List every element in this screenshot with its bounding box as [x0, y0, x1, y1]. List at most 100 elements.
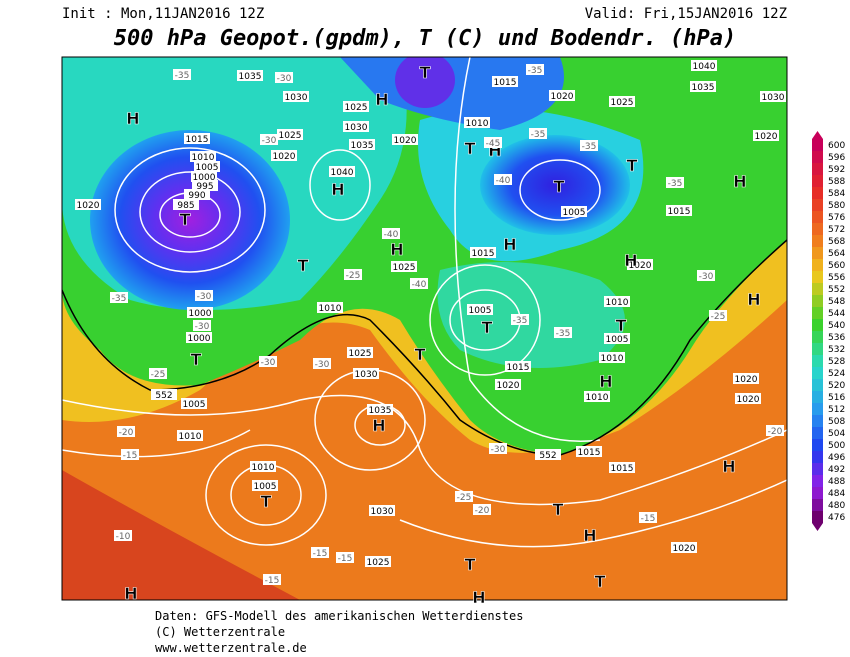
pressure-label: 1005: [196, 163, 219, 173]
colorbar-label: 560: [828, 261, 845, 271]
label-bg: [464, 117, 490, 128]
label-bg: [489, 443, 507, 454]
temperature-label: -40: [384, 230, 399, 240]
pressure-center: T: [420, 63, 431, 82]
temperature-label: -35: [556, 329, 571, 339]
pressure-label: 1015: [578, 448, 601, 458]
label-bg: [177, 430, 203, 441]
colorbar-label: 552: [828, 285, 845, 295]
label-bg: [609, 462, 635, 473]
footer-line: (C) Wetterzentrale: [155, 625, 285, 639]
colorbar-label: 492: [828, 465, 845, 475]
label-bg: [275, 72, 293, 83]
colorbar-cell: [812, 295, 823, 307]
temperature-label: -25: [151, 370, 166, 380]
temperature-label: -40: [496, 176, 511, 186]
colorbar-label: 540: [828, 321, 845, 331]
label-bg: [671, 542, 697, 553]
pressure-label: 985: [177, 201, 194, 211]
colorbar-label: 520: [828, 381, 845, 391]
label-bg: [495, 379, 521, 390]
label-bg: [336, 552, 354, 563]
colorbar-cell: [812, 343, 823, 355]
pressure-label: 1040: [693, 62, 716, 72]
pressure-label: 1010: [252, 463, 275, 473]
pressure-label: 552: [155, 391, 172, 401]
pressure-label: 995: [196, 182, 213, 192]
colorbar-label: 524: [828, 369, 845, 379]
pressure-center: T: [180, 210, 191, 229]
label-bg: [382, 228, 400, 239]
colorbar-cell: [812, 223, 823, 235]
label-bg: [576, 446, 602, 457]
pressure-label: 1010: [192, 153, 215, 163]
pressure-label: 1010: [179, 432, 202, 442]
temperature-label: -35: [112, 294, 127, 304]
pressure-center: H: [722, 457, 735, 476]
temperature-label: -35: [175, 71, 190, 81]
pressure-center: T: [627, 156, 638, 175]
pressure-label: 1030: [355, 370, 378, 380]
label-bg: [277, 129, 303, 140]
colorbar-label: 496: [828, 453, 845, 463]
pressure-label: 1025: [393, 263, 416, 273]
pressure-label: 1015: [507, 363, 530, 373]
label-bg: [186, 332, 212, 343]
label-bg: [391, 261, 417, 272]
temperature-label: -35: [513, 316, 528, 326]
low-fill: [480, 135, 630, 235]
label-bg: [535, 449, 561, 460]
temperature-label: -30: [261, 358, 276, 368]
label-bg: [184, 189, 210, 200]
pressure-label: 1000: [193, 173, 216, 183]
pressure-label: 1000: [189, 309, 212, 319]
label-bg: [529, 128, 547, 139]
pressure-label: 1015: [668, 207, 691, 217]
label-bg: [260, 134, 278, 145]
label-bg: [697, 270, 715, 281]
temperature-label: -35: [668, 179, 683, 189]
colorbar-cell: [812, 403, 823, 415]
pressure-center: T: [465, 139, 476, 158]
label-bg: [733, 373, 759, 384]
colorbar-cell: [812, 355, 823, 367]
label-bg: [753, 130, 779, 141]
pressure-label: 1005: [563, 208, 586, 218]
colorbar-cell: [812, 463, 823, 475]
pressure-label: 1030: [371, 507, 394, 517]
label-bg: [760, 91, 786, 102]
colorbar-cell: [812, 319, 823, 331]
valid-time: Valid: Fri,15JAN2016 12Z: [585, 6, 787, 22]
label-bg: [263, 574, 281, 585]
label-bg: [117, 426, 135, 437]
label-bg: [151, 389, 177, 400]
pressure-center: H: [624, 251, 637, 270]
pressure-center: H: [747, 290, 760, 309]
colorbar-label: 532: [828, 345, 845, 355]
pressure-label: 1035: [239, 72, 262, 82]
pressure-label: 1025: [367, 558, 390, 568]
label-bg: [666, 177, 684, 188]
label-bg: [349, 139, 375, 150]
label-bg: [505, 361, 531, 372]
label-bg: [484, 137, 502, 148]
warm-fill: [62, 470, 300, 600]
colorbar-label: 500: [828, 441, 845, 451]
temperature-label: -25: [346, 271, 361, 281]
colorbar-label: 592: [828, 165, 845, 175]
colorbar-label: 564: [828, 249, 845, 259]
temperature-label: -15: [313, 549, 328, 559]
pressure-center: H: [599, 372, 612, 391]
temperature-label: -30: [699, 272, 714, 282]
label-bg: [173, 69, 191, 80]
colorbar-cell: [812, 427, 823, 439]
temperature-label: -30: [491, 445, 506, 455]
pressure-center: H: [583, 526, 596, 545]
label-bg: [666, 205, 692, 216]
label-bg: [250, 461, 276, 472]
colorbar-cell: [812, 151, 823, 163]
label-bg: [184, 133, 210, 144]
colorbar-cell: [812, 247, 823, 259]
